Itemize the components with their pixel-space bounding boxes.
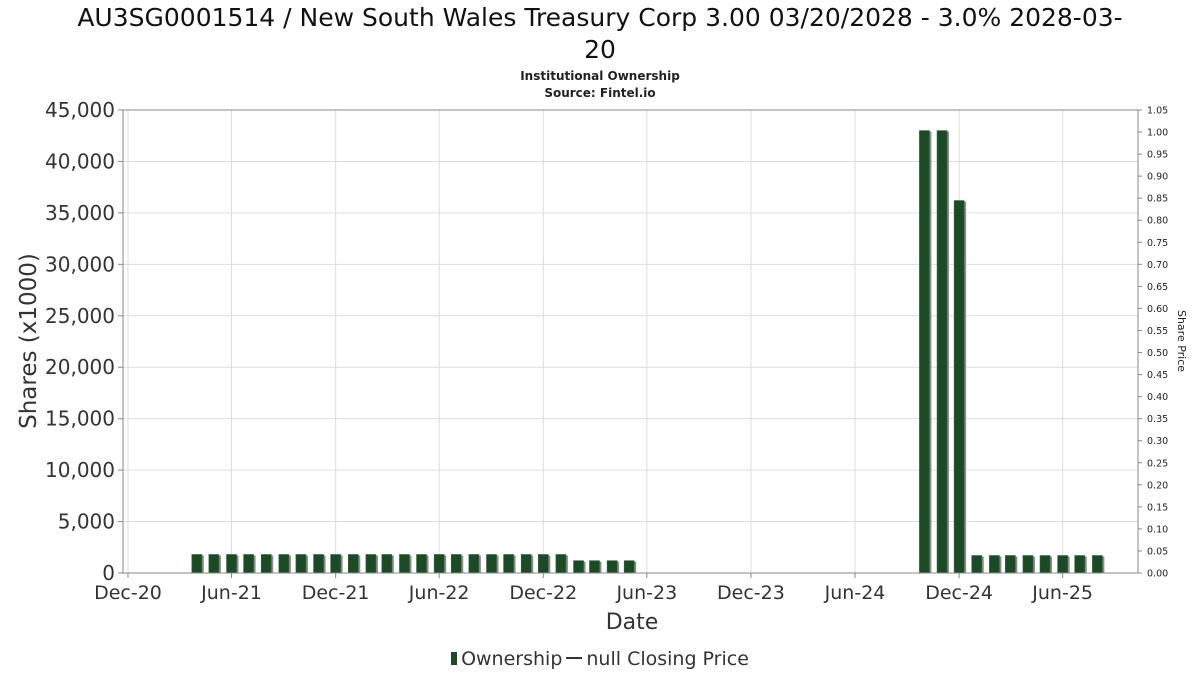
price-legend-label: null Closing Price bbox=[586, 648, 749, 670]
y2-tick-label: 0.20 bbox=[1147, 480, 1168, 491]
x-tick-label: Dec-21 bbox=[302, 582, 370, 604]
ownership-bar bbox=[486, 554, 497, 574]
price-legend-swatch bbox=[566, 657, 583, 659]
ownership-bar bbox=[1092, 555, 1103, 574]
ownership-bar bbox=[919, 130, 930, 574]
y2-tick-label: 0.30 bbox=[1147, 436, 1168, 447]
y2-tick-label: 0.50 bbox=[1147, 348, 1168, 359]
ownership-bar bbox=[573, 560, 584, 574]
x-tick-label: Dec-22 bbox=[509, 582, 577, 604]
y2-tick-label: 0.35 bbox=[1147, 414, 1168, 425]
ownership-bar bbox=[1039, 555, 1051, 574]
x-tick-label: Jun-25 bbox=[1031, 582, 1093, 604]
chart-subtitle: Institutional Ownership bbox=[520, 69, 680, 83]
y2-tick-label: 1.00 bbox=[1147, 128, 1168, 139]
ownership-bar bbox=[520, 554, 532, 574]
y2-tick-label: 0.55 bbox=[1147, 326, 1168, 337]
ownership-bar bbox=[468, 554, 480, 574]
y2-axis-title: Share Price bbox=[1175, 310, 1188, 372]
y-tick-label: 5,000 bbox=[58, 510, 115, 534]
ownership-bar bbox=[416, 554, 427, 574]
chart-legend: Ownership null Closing Price bbox=[0, 647, 1200, 671]
ownership-bar bbox=[347, 554, 359, 574]
y-tick-label: 10,000 bbox=[45, 458, 115, 482]
ownership-bar bbox=[623, 560, 635, 574]
y2-tick-label: 0.80 bbox=[1147, 216, 1168, 227]
ownership-bar bbox=[381, 554, 393, 574]
ownership-bar bbox=[295, 554, 307, 574]
ownership-bar bbox=[226, 554, 237, 574]
ownership-bar bbox=[433, 554, 445, 574]
ownership-bar bbox=[243, 554, 254, 574]
y-tick-label: 15,000 bbox=[45, 407, 115, 431]
y2-tick-label: 0.40 bbox=[1147, 392, 1168, 403]
x-tick-label: Jun-24 bbox=[824, 582, 886, 604]
ownership-chart: 0 5,000 10,000 15,000 20,000 25,000 30,000 35,0… bbox=[16, 98, 1188, 635]
ownership-bar bbox=[1057, 555, 1068, 574]
ownership-bar bbox=[537, 554, 549, 574]
y2-tick-label: 1.05 bbox=[1147, 106, 1168, 117]
plot-area bbox=[123, 110, 1138, 573]
ownership-bar bbox=[260, 554, 272, 574]
x-tick-label: Dec-20 bbox=[94, 582, 162, 604]
ownership-bar bbox=[450, 554, 462, 574]
x-tick-label: Jun-22 bbox=[408, 582, 470, 604]
ownership-bar bbox=[555, 554, 567, 574]
x-tick-label: Jun-23 bbox=[615, 582, 677, 604]
ownership-bar bbox=[971, 555, 983, 574]
y2-tick-label: 0.75 bbox=[1147, 238, 1168, 249]
ownership-bar bbox=[191, 554, 203, 574]
chart-source: Source: Fintel.io bbox=[544, 86, 656, 100]
x-tick-label: Dec-23 bbox=[717, 582, 785, 604]
ownership-legend-swatch bbox=[451, 652, 458, 665]
x-tick-label: Dec-24 bbox=[925, 582, 993, 604]
ownership-bar bbox=[589, 560, 600, 574]
ownership-bar bbox=[953, 200, 965, 574]
ownership-bar bbox=[606, 560, 618, 574]
y-tick-label: 45,000 bbox=[45, 98, 115, 122]
y-tick-label: 30,000 bbox=[45, 252, 115, 276]
y2-tick-label: 0.45 bbox=[1147, 370, 1168, 381]
y2-tick-label: 0.95 bbox=[1147, 150, 1168, 161]
ownership-bar bbox=[399, 554, 410, 574]
y-tick-label: 35,000 bbox=[45, 201, 115, 225]
ownership-bar bbox=[365, 554, 377, 574]
ownership-bar bbox=[503, 554, 514, 574]
ownership-bar bbox=[936, 130, 948, 574]
y-tick-label: 0 bbox=[102, 561, 115, 585]
ownership-bar bbox=[1005, 555, 1016, 574]
y2-tick-label: 0.00 bbox=[1147, 569, 1168, 580]
y2-tick-label: 0.85 bbox=[1147, 194, 1168, 205]
y-tick-label: 25,000 bbox=[45, 304, 115, 328]
y2-tick-label: 0.05 bbox=[1147, 546, 1168, 557]
y2-tick-label: 0.65 bbox=[1147, 282, 1168, 293]
y2-tick-label: 0.15 bbox=[1147, 502, 1168, 513]
ownership-bar bbox=[1022, 555, 1034, 574]
y2-tick-label: 0.10 bbox=[1147, 524, 1168, 535]
ownership-bar bbox=[1074, 555, 1086, 574]
ownership-bar bbox=[278, 554, 290, 574]
y2-tick-label: 0.25 bbox=[1147, 458, 1168, 469]
x-axis-title: Date bbox=[606, 610, 659, 635]
ownership-bar bbox=[989, 555, 1000, 574]
ownership-bar bbox=[313, 554, 324, 574]
plot-frame bbox=[122, 109, 1139, 574]
y2-tick-label: 0.60 bbox=[1147, 304, 1168, 315]
ownership-bar bbox=[330, 554, 341, 574]
y2-tick-label: 0.70 bbox=[1147, 260, 1168, 271]
ownership-bar bbox=[208, 554, 220, 574]
y-tick-label: 40,000 bbox=[45, 149, 115, 173]
ownership-legend-label: Ownership bbox=[461, 648, 563, 670]
x-tick-label: Jun-21 bbox=[200, 582, 262, 604]
y-axis-title: Shares (x1000) bbox=[16, 253, 42, 429]
chart-title-line-2: 20 bbox=[584, 35, 616, 64]
chart-title-line-1: AU3SG0001514 / New South Wales Treasury … bbox=[77, 3, 1123, 32]
y2-tick-label: 0.90 bbox=[1147, 172, 1168, 183]
y-tick-label: 20,000 bbox=[45, 355, 115, 379]
